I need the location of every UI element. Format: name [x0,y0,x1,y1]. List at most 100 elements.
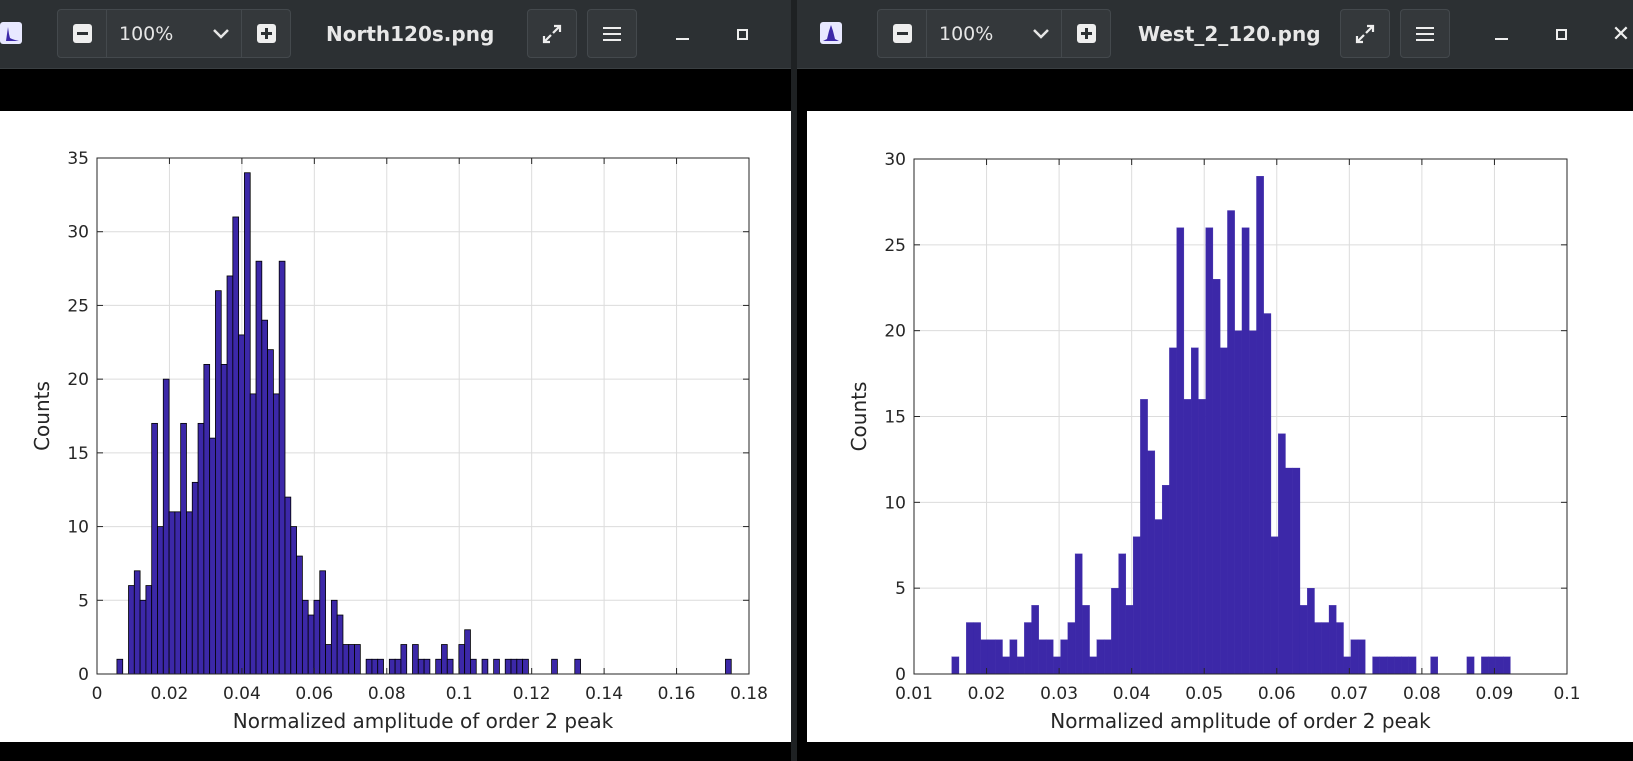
histogram-bar [1263,313,1272,675]
histogram-bar [336,614,344,675]
histogram-bar [273,393,280,675]
histogram-bar [249,393,257,675]
histogram-bar [1503,656,1511,675]
histogram-bar [348,644,355,675]
x-tick-label: 0.14 [585,684,623,704]
minimize-button[interactable] [1481,0,1521,68]
app-histogram-icon[interactable] [820,22,842,44]
histogram-bar [973,622,981,675]
image-canvas[interactable]: 0.01 0.02 0.03 0.04 0.05 0.06 0.07 0.08 0.09 0.1 0… [797,69,1633,761]
histogram-bar [1176,227,1185,675]
zoom-out-button[interactable] [58,10,106,57]
title-bar: 100% West_2_120.png ✕ [797,0,1633,69]
histogram-bar [261,319,269,675]
histogram-bar [417,658,425,675]
x-tick-label: 0.04 [223,684,261,704]
histogram-bar [1169,347,1177,675]
plus-icon [256,24,276,43]
histogram-bar [1307,588,1315,675]
histogram-bar [296,555,303,675]
x-tick-label: 0.04 [1113,684,1151,704]
histogram-bar [180,422,187,675]
x-tick-label: 0.07 [1330,684,1368,704]
histogram-bar [1328,605,1337,675]
histogram-bar [951,656,960,675]
histogram-bar [371,658,379,675]
histogram-bar [464,629,471,675]
histogram-bar [168,511,176,675]
histogram-bar [203,363,211,675]
minimize-button[interactable] [662,0,702,68]
histogram-bar [1031,605,1039,675]
app-histogram-icon[interactable] [0,22,22,44]
y-tick-label: 35 [67,149,89,169]
window-title: West_2_120.png [1138,22,1321,46]
x-tick-label: 0.06 [295,684,333,704]
plot-frame [96,157,750,675]
y-tick-label: 10 [884,493,906,513]
x-axis-label: Normalized amplitude of order 2 peak [233,709,614,733]
zoom-level[interactable]: 100% [926,10,1021,57]
fullscreen-button[interactable] [527,9,577,58]
histogram-bar [220,363,228,675]
x-tick-label: 0 [92,684,103,704]
histogram-bar [435,658,442,675]
histogram-bar [330,599,338,675]
histogram-bar [551,658,558,675]
histogram-bar [307,614,315,675]
histogram-bar [1379,656,1388,675]
histogram-bar [1118,553,1127,675]
histogram-bar [1357,639,1366,675]
histogram-bar [1212,279,1221,675]
y-tick-label: 30 [884,150,906,170]
zoom-dropdown-button[interactable] [201,10,241,57]
y-tick-label: 5 [895,579,906,599]
x-tick-label: 0.1 [446,684,473,704]
window-divider [791,0,797,761]
histogram-bar [157,526,164,675]
histogram-bar [1154,519,1163,675]
y-tick-label: 0 [78,665,89,685]
zoom-level[interactable]: 100% [106,10,201,57]
histogram-bar [1038,639,1047,675]
histogram-bar [1256,176,1264,675]
y-tick-label: 25 [67,296,89,316]
histogram-bar [493,658,500,675]
histogram-bar [1299,605,1308,675]
displayed-image: 0.01 0.02 0.03 0.04 0.05 0.06 0.07 0.08 0.09 0.1 0… [807,111,1633,742]
zoom-dropdown-button[interactable] [1021,10,1061,57]
histogram-chart: 0.01 0.02 0.03 0.04 0.05 0.06 0.07 0.08 0.09 0.1 0… [847,150,1581,733]
image-canvas[interactable]: 0 0.02 0.04 0.06 0.08 0.1 0.12 0.14 0.16 0.18 0 5 10… [0,69,791,761]
maximize-button[interactable] [1541,0,1581,68]
menu-button[interactable] [587,9,637,58]
histogram-bar [1103,639,1112,675]
histogram-bar [186,511,193,675]
histogram-bar [1481,656,1489,675]
histogram-bar [400,644,408,675]
histogram-bar [151,422,158,675]
histogram-bar [1394,656,1402,675]
y-tick-label: 25 [884,236,906,256]
y-tick-label: 5 [78,591,89,611]
histogram-bar [325,644,332,675]
histogram-bar [209,437,216,675]
maximize-button[interactable] [722,0,762,68]
histogram-bar [481,658,489,675]
close-button[interactable]: ✕ [1601,0,1633,68]
histogram-bar [1089,656,1097,675]
y-tick-label: 15 [884,408,906,428]
histogram-bar [470,658,477,675]
zoom-in-button[interactable] [241,10,290,57]
histogram-bar [1060,639,1068,675]
zoom-in-button[interactable] [1061,10,1110,57]
histogram-bar [1372,656,1380,675]
histogram-bar [504,658,512,675]
histogram-bar [1495,656,1504,675]
fullscreen-button[interactable] [1340,9,1390,58]
menu-button[interactable] [1400,9,1450,58]
x-tick-label: 0.01 [895,684,933,704]
histogram-bar [441,644,448,675]
zoom-out-button[interactable] [878,10,926,57]
histogram-bar [365,658,373,675]
histogram-bar [197,422,205,675]
